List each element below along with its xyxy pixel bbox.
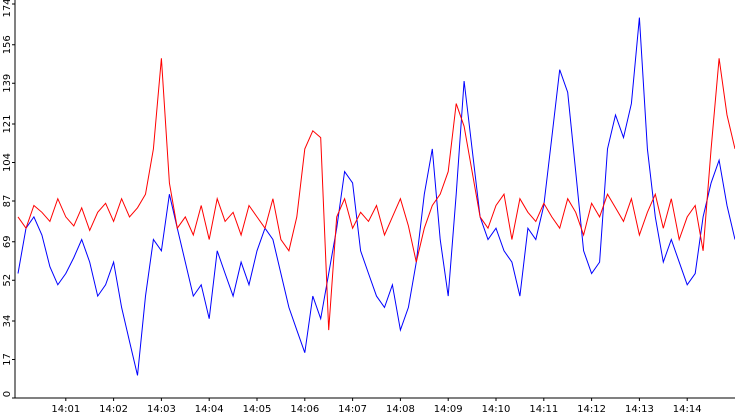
y-tick-label: 69 (2, 235, 13, 248)
x-tick-label: 14:11 (529, 404, 558, 415)
series-line (17, 58, 735, 331)
x-tick-label: 14:14 (673, 404, 702, 415)
series-line (17, 17, 735, 376)
y-tick-label: 156 (2, 35, 13, 54)
x-tick-label: 14:12 (577, 404, 606, 415)
x-tick-label: 14:06 (290, 404, 319, 415)
x-tick-label: 14:08 (386, 404, 415, 415)
y-tick-label: 104 (2, 153, 13, 172)
y-tick-label: 139 (2, 74, 13, 93)
x-tick-label: 14:13 (625, 404, 654, 415)
x-tick-label: 14:04 (195, 404, 224, 415)
x-tick-label: 14:02 (99, 404, 128, 415)
y-tick-label: 17 (2, 353, 13, 366)
y-tick-label: 0 (2, 391, 13, 397)
y-tick-label: 87 (2, 195, 13, 208)
x-tick-label: 14:03 (147, 404, 176, 415)
x-tick-label: 14:01 (51, 404, 80, 415)
x-tick-label: 14:10 (482, 404, 511, 415)
x-tick-label: 14:09 (434, 404, 463, 415)
x-tick-label: 14:07 (338, 404, 367, 415)
y-tick-label: 174 (2, 0, 13, 18)
x-tick-label: 14:05 (243, 404, 272, 415)
y-tick-label: 34 (2, 315, 13, 328)
y-tick-label: 121 (2, 114, 13, 133)
y-tick-label: 52 (2, 274, 13, 287)
